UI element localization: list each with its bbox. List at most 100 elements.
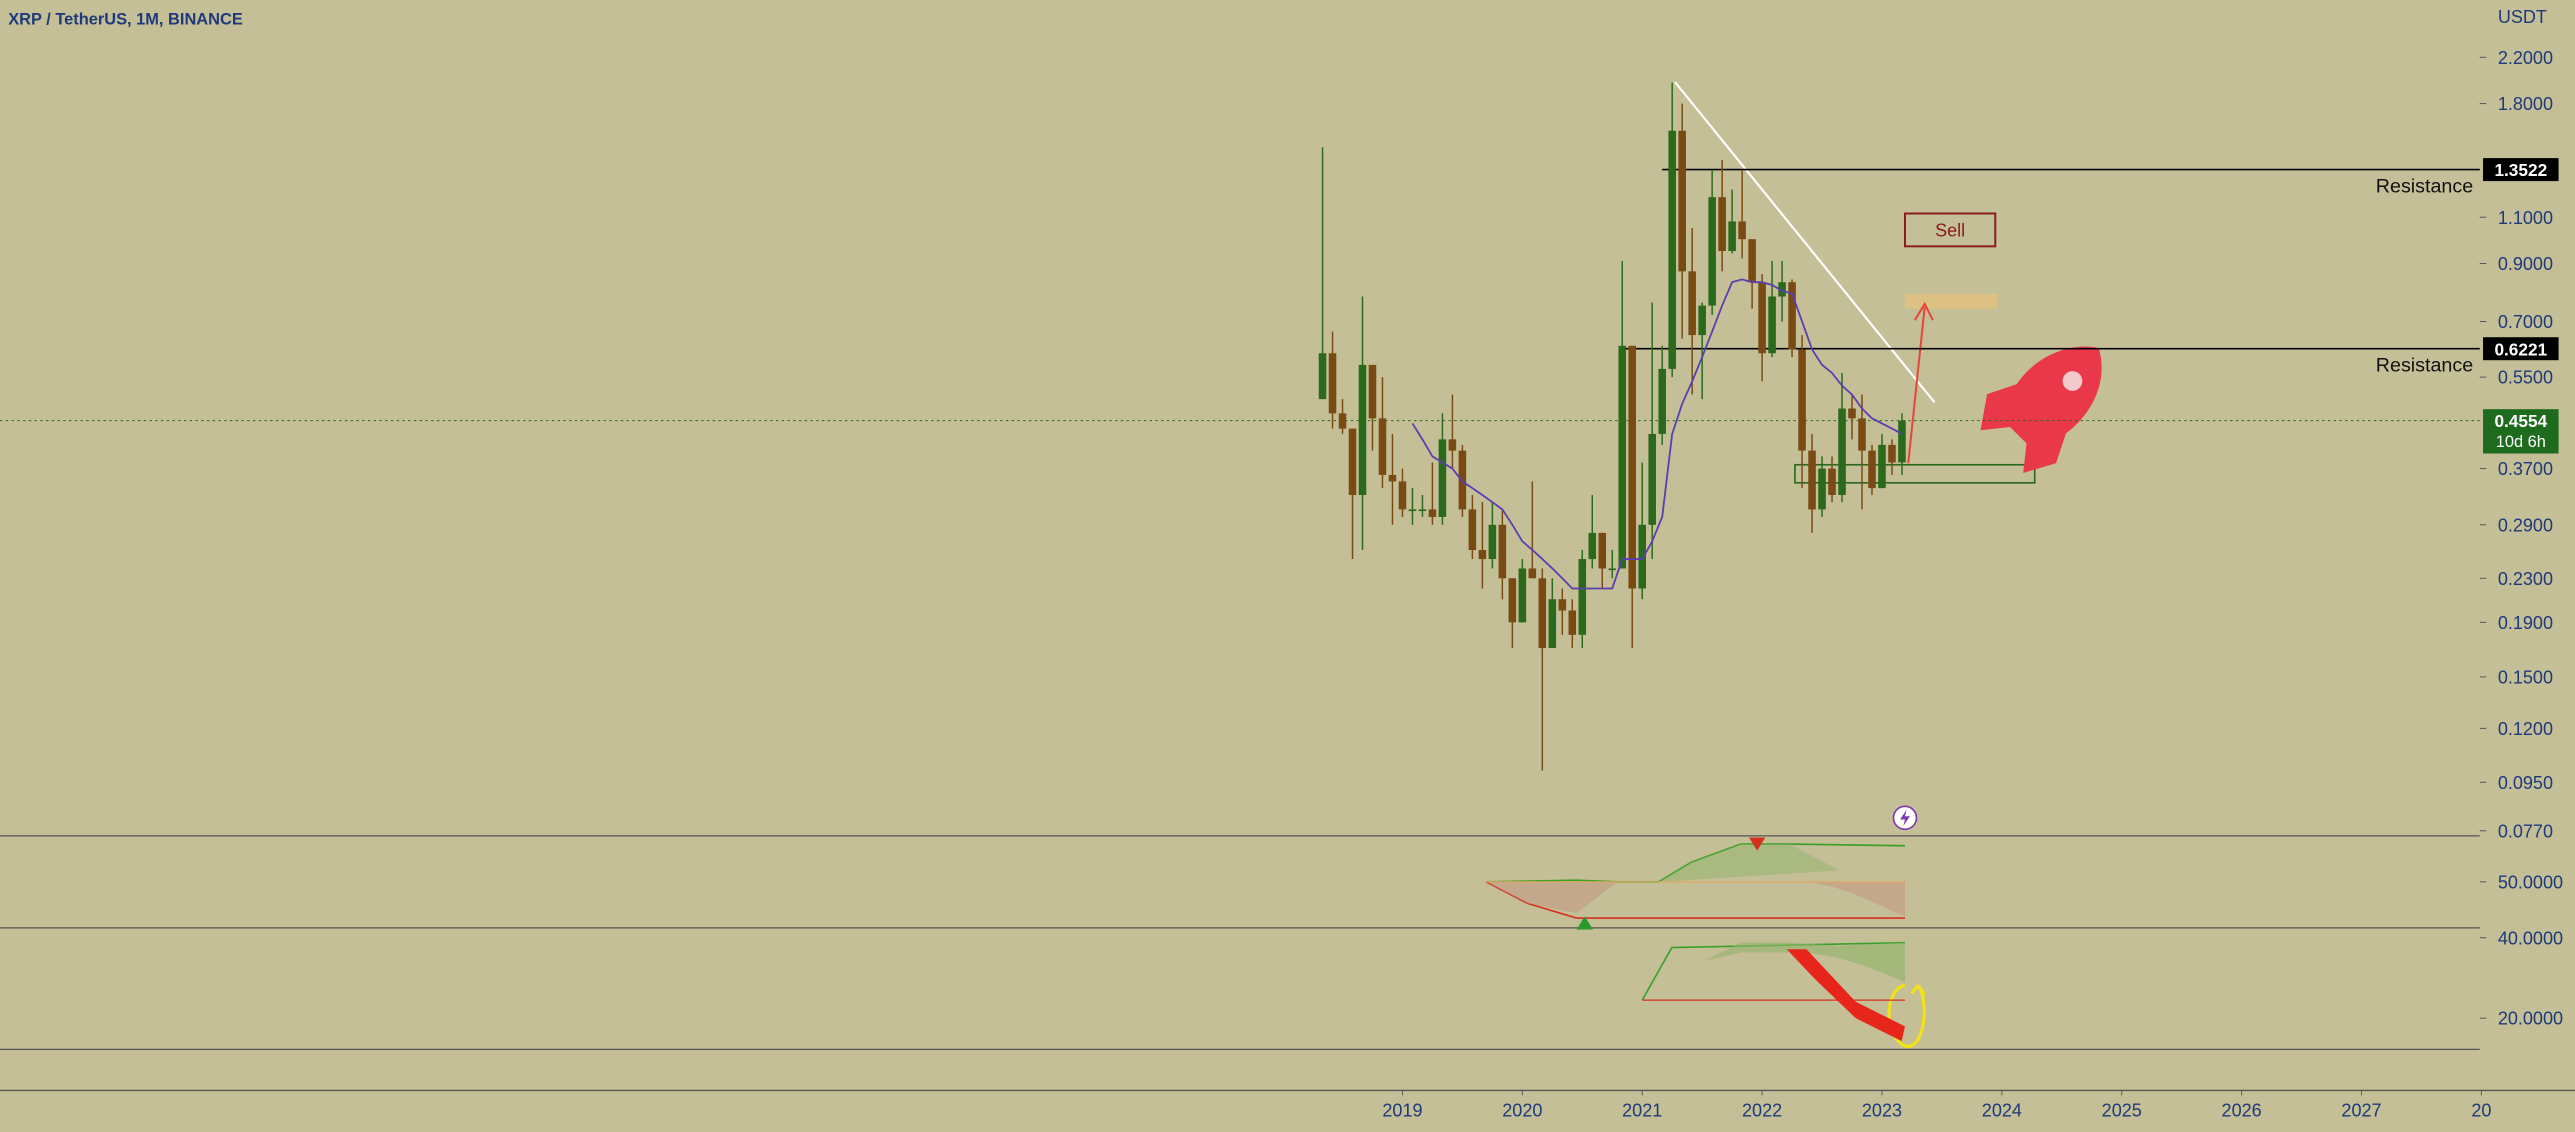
- candle-body: [1818, 468, 1826, 510]
- x-tick-label: 20: [2471, 1101, 2491, 1121]
- y-tick-label: 1.8000: [2498, 94, 2553, 114]
- candle-body: [1718, 197, 1726, 252]
- rocket-icon: [1980, 346, 2102, 473]
- candle-body: [1748, 239, 1756, 283]
- candle-body: [1468, 509, 1477, 550]
- y-tick-label: 0.3700: [2498, 459, 2553, 479]
- candle-body: [1648, 433, 1656, 525]
- y-tick-label: 1.1000: [2498, 208, 2553, 228]
- x-tick-label: 2022: [1742, 1101, 1782, 1121]
- x-tick-label: 2026: [2222, 1101, 2262, 1121]
- y-tick-label: 0.1200: [2498, 719, 2553, 739]
- indicator-area: [1806, 881, 1905, 917]
- y-tick-label: 0.5500: [2498, 368, 2553, 388]
- y-tick-label: 0.0950: [2498, 773, 2553, 793]
- candle-body: [1628, 345, 1637, 589]
- indicator-area: [1786, 949, 1905, 1042]
- resistance-label: Resistance: [2376, 176, 2473, 198]
- unit-label: USDT: [2498, 7, 2547, 27]
- candle-body: [1838, 408, 1846, 495]
- candle-body: [1438, 439, 1447, 517]
- candle-body: [1698, 305, 1706, 336]
- candle-body: [1358, 364, 1367, 495]
- candle-body: [1528, 568, 1537, 579]
- y-tick-label: 0.1900: [2498, 613, 2553, 633]
- indicator-area: [1486, 881, 1618, 914]
- x-tick-label: 2021: [1622, 1101, 1662, 1121]
- y-tick-label: 0.2900: [2498, 515, 2553, 535]
- candle-body: [1858, 418, 1866, 451]
- candle-body: [1568, 610, 1577, 635]
- candle-body: [1598, 532, 1607, 569]
- indicator-tick-label: 50.0000: [2498, 872, 2563, 892]
- candle-body: [1868, 450, 1876, 489]
- x-tick-label: 2023: [1862, 1101, 1902, 1121]
- x-tick-label: 2027: [2341, 1101, 2381, 1121]
- sell-box: [1903, 212, 1997, 248]
- last-price-tag: [2483, 409, 2559, 454]
- y-tick-label: 0.9000: [2498, 254, 2553, 274]
- sell-label: Sell: [1935, 220, 1965, 240]
- candle-body: [1538, 578, 1547, 649]
- candle-body: [1658, 368, 1666, 434]
- target-zone: [1904, 293, 1997, 309]
- candle-body: [1418, 509, 1427, 512]
- indicator-tick-label: 20.0000: [2498, 1009, 2563, 1029]
- candle-body: [1708, 197, 1716, 306]
- price-tag: [2483, 337, 2559, 361]
- candle-body: [1478, 549, 1487, 560]
- target-arrow: [1907, 301, 1934, 464]
- y-tick-label: 2.2000: [2498, 48, 2553, 68]
- candle-body: [1368, 364, 1377, 419]
- candle-body: [1788, 282, 1796, 350]
- candle-body: [1318, 353, 1327, 400]
- candle-body: [1388, 474, 1397, 482]
- candle-body: [1518, 568, 1527, 623]
- candle-body: [1558, 599, 1567, 611]
- candle-body: [1548, 599, 1557, 649]
- candle-body: [1878, 444, 1886, 489]
- candle-body: [1898, 420, 1906, 463]
- last-price-label: 0.4554: [2494, 411, 2547, 431]
- candle-body: [1808, 450, 1816, 510]
- candle-body: [1668, 130, 1676, 369]
- candle-body: [1798, 349, 1806, 451]
- indicator-signal: [1748, 837, 1766, 851]
- x-tick-label: 2025: [2102, 1101, 2142, 1121]
- y-tick-label: 0.7000: [2498, 312, 2553, 332]
- price-tag-label: 1.3522: [2494, 160, 2547, 180]
- support-zone: [1794, 463, 2036, 484]
- highlight-circle: [1887, 983, 1927, 1048]
- x-tick-label: 2024: [1982, 1101, 2022, 1121]
- candle-body: [1678, 130, 1686, 272]
- y-tick-label: 0.2300: [2498, 569, 2553, 589]
- resistance-label: Resistance: [2376, 355, 2473, 377]
- candle-body: [1428, 509, 1437, 517]
- indicator-area: [1658, 844, 1840, 882]
- candle-body: [1738, 221, 1746, 240]
- candle-body: [1728, 221, 1736, 252]
- candle-body: [1378, 418, 1387, 475]
- candle-body: [1578, 559, 1587, 635]
- candle-body: [1348, 428, 1357, 495]
- event-icon-glyph: [1900, 809, 1910, 827]
- indicator-area: [1704, 942, 1905, 983]
- candle-body: [1888, 444, 1896, 463]
- x-tick-label: 2019: [1382, 1101, 1422, 1121]
- y-tick-label: 0.1500: [2498, 667, 2553, 687]
- candle-body: [1508, 578, 1517, 623]
- candle-body: [1588, 532, 1597, 560]
- candle-body: [1768, 296, 1776, 354]
- candle-body: [1338, 413, 1347, 429]
- candle-body: [1638, 524, 1646, 589]
- candle-body: [1328, 353, 1337, 414]
- indicator-signal: [1576, 916, 1593, 930]
- price-tag: [2483, 158, 2559, 182]
- moving-average: [1411, 278, 1903, 590]
- chart-title: XRP / TetherUS, 1M, BINANCE: [8, 11, 243, 29]
- candle-body: [1408, 509, 1417, 512]
- candle-body: [1778, 282, 1786, 297]
- x-tick-label: 2020: [1502, 1101, 1542, 1121]
